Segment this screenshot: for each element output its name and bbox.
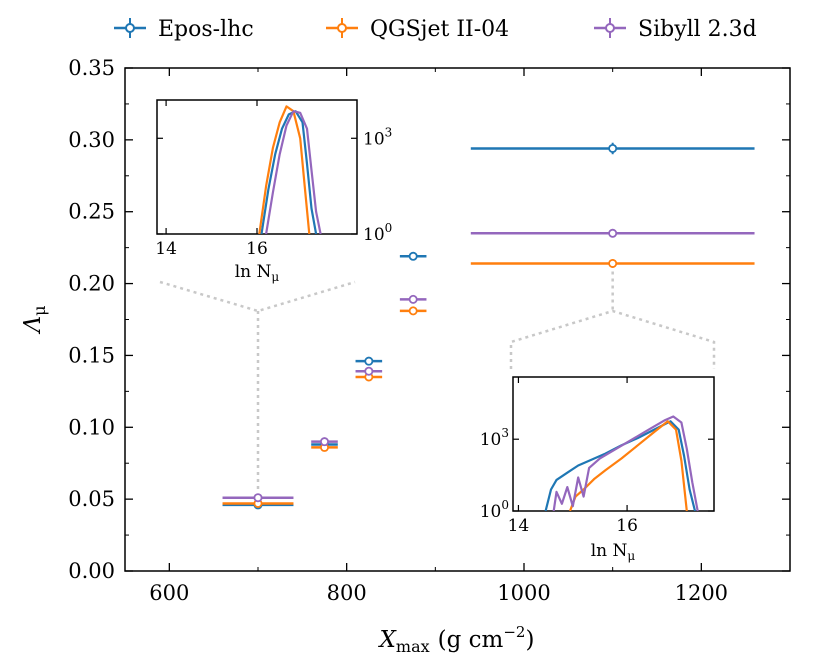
- x-tick-label: 600: [149, 581, 189, 605]
- inset-y-tick-label: 103: [480, 426, 509, 450]
- connector-left-top: [159, 280, 356, 313]
- y-tick-label: 0.00: [68, 559, 115, 583]
- y-axis-title: Λμ: [20, 305, 49, 334]
- y-tick-label: 0.15: [68, 343, 115, 367]
- x-axis-title: Xmax (g cm−2): [378, 623, 535, 656]
- data-point: [319, 437, 329, 447]
- legend-label-sibyll-text: Sibyll 2.3d: [638, 17, 757, 42]
- x-tick-label: 800: [327, 581, 367, 605]
- legend: Epos-lhc QGSjet II-04 Sibyll 2.3d: [114, 17, 757, 42]
- inset-y-tick-exp: 3: [501, 426, 509, 440]
- inset-x-tick-label: 16: [616, 516, 638, 536]
- data-point: [608, 228, 618, 238]
- y-tick-label: 0.10: [68, 415, 115, 439]
- data-point: [253, 493, 263, 503]
- inset-right-xlabel: ln Nμ: [591, 541, 636, 563]
- series-2: [222, 228, 755, 503]
- inset-x-tick-label: 14: [155, 239, 177, 259]
- legend-label-qgsjet: QGSjet II-04: [370, 17, 509, 42]
- data-point: [364, 356, 374, 366]
- x-tick-label: 1200: [675, 581, 728, 605]
- data-point: [608, 258, 618, 268]
- inset-y-tick-label: 100: [363, 221, 392, 245]
- main-ticks: 600 800 1000 12000.000.050.100.150.200.250.…: [68, 56, 791, 605]
- legend-label-epos-text: Epos-lhc: [158, 17, 254, 42]
- inset-right-frame: [512, 376, 715, 512]
- data-point: [608, 143, 618, 153]
- y-tick-label: 0.35: [68, 56, 115, 80]
- inset-y-tick-exp: 0: [501, 498, 509, 512]
- y-tick-label: 0.20: [68, 272, 115, 296]
- x-axis-title-close: ): [525, 627, 534, 653]
- inset-left-frame: [156, 99, 358, 235]
- data-point: [408, 294, 418, 304]
- inset-curve: [552, 415, 699, 511]
- inset-x-tick-label: 16: [246, 239, 268, 259]
- x-axis-title-exp: −2: [503, 623, 525, 641]
- x-tick-label: 1000: [497, 581, 550, 605]
- inset-connectors: [159, 271, 716, 490]
- inset-y-tick-exp: 0: [385, 221, 393, 235]
- x-axis-title-units: (g cm: [438, 627, 504, 653]
- data-point: [408, 251, 418, 261]
- x-axis-title-sub: max: [396, 637, 430, 656]
- inset-left-xlabel-main: ln N: [235, 262, 272, 282]
- y-axis-title-main: Λ: [20, 316, 46, 335]
- inset-y-tick-label: 103: [363, 125, 392, 149]
- inset-left-xlabel-sub: μ: [271, 270, 279, 284]
- y-tick-label: 0.05: [68, 487, 115, 511]
- legend-label-epos: Epos-lhc: [158, 17, 254, 42]
- y-axis-title-sub: μ: [30, 305, 49, 315]
- legend-entry-qgsjet: QGSjet II-04: [326, 17, 509, 42]
- data-point: [364, 366, 374, 376]
- y-tick-label: 0.25: [68, 200, 115, 224]
- legend-entry-epos: Epos-lhc: [114, 17, 254, 42]
- inset-curve: [258, 105, 311, 234]
- inset-y-tick-label: 100: [480, 498, 509, 522]
- x-axis-title-main: X: [378, 627, 398, 653]
- inset-curves: [258, 105, 322, 234]
- y-tick-label: 0.30: [68, 128, 115, 152]
- inset-x-tick-label: 14: [508, 516, 530, 536]
- inset-y-tick-base: 10: [480, 502, 502, 522]
- inset-right-xlabel-main: ln N: [591, 541, 628, 561]
- data-point: [408, 306, 418, 316]
- inset-y-tick-base: 10: [480, 430, 502, 450]
- legend-label-qgsjet-text: QGSjet II-04: [370, 17, 509, 42]
- inset-y-tick-base: 10: [363, 225, 385, 245]
- inset-left-xlabel: ln Nμ: [235, 262, 280, 284]
- connector-right-top: [509, 309, 716, 369]
- inset-right-xlabel-sub: μ: [627, 549, 635, 563]
- inset-y-tick-exp: 3: [385, 125, 393, 139]
- legend-label-sibyll: Sibyll 2.3d: [638, 17, 757, 42]
- inset-curves: [544, 415, 699, 511]
- main-series: [222, 142, 755, 510]
- inset-y-tick-base: 10: [363, 129, 385, 149]
- legend-entry-sibyll: Sibyll 2.3d: [594, 17, 757, 42]
- inset-curve: [265, 110, 322, 234]
